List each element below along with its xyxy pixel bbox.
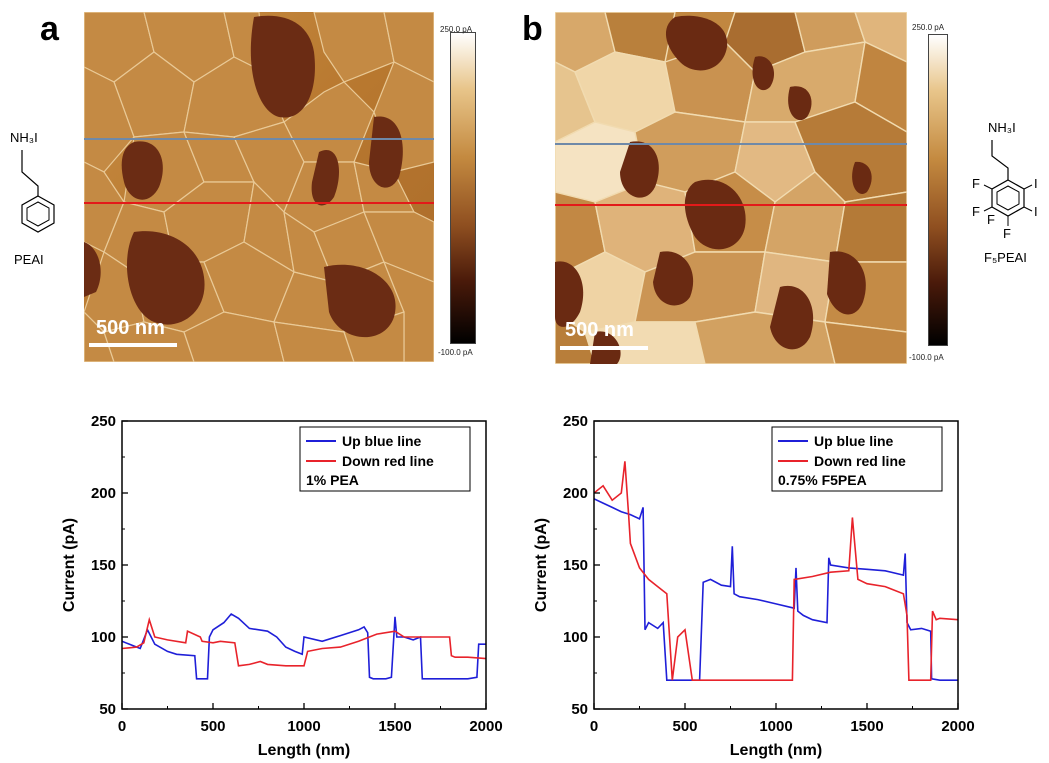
y-tick-label: 100 [563, 629, 588, 646]
y-tick-label: 200 [91, 485, 116, 502]
legend-box [299, 426, 471, 492]
scale-bar-a [89, 343, 177, 347]
y-tick-label: 50 [99, 701, 116, 718]
y-tick-label: 200 [563, 485, 588, 502]
x-tick-label: 500 [200, 718, 225, 735]
x-tick-label: 0 [590, 718, 598, 735]
y-tick-label: 150 [563, 557, 588, 574]
legend-annotation: 1% PEA [306, 472, 359, 488]
legend: Up blue line Down red line 1% PEA [299, 426, 471, 492]
scale-bar-b [560, 346, 648, 350]
y-tick-label: 100 [91, 629, 116, 646]
colorbar-a [450, 32, 476, 344]
current-profile-chart-a: 0 500 1000 1500 2000 50 100 150 200 250 Length (nm… [61, 413, 503, 759]
panel-label-a: a [40, 10, 59, 48]
legend-entry: Down red line [342, 453, 434, 469]
f5peai-name: F₅PEAI [984, 250, 1027, 265]
x-axis-label: Length (nm) [258, 742, 350, 759]
f5peai-f-atom-3: F [987, 212, 995, 227]
peai-structure [21, 150, 55, 233]
f5peai-i-atom-1: I [1034, 176, 1038, 191]
x-tick-label: 500 [672, 718, 697, 735]
y-axis-label: Current (pA) [61, 518, 78, 612]
peai-name: PEAI [14, 252, 44, 267]
series-line-down-red [121, 616, 487, 667]
series-line-up-blue [121, 612, 486, 680]
f5peai-i-atom-2: I [1034, 204, 1038, 219]
x-tick-label: 1000 [759, 718, 792, 735]
colorbar-a-max: 250.0 pA [440, 25, 473, 34]
peai-molecule: NH₃I PEAI [8, 130, 78, 290]
x-tick-label: 1500 [378, 718, 411, 735]
legend-entry: Down red line [814, 453, 906, 469]
f5peai-amine-group: NH₃I [988, 120, 1016, 135]
y-tick-label: 250 [563, 413, 588, 430]
x-tick-label: 1500 [850, 718, 883, 735]
panel-label-b: b [522, 10, 543, 48]
f5peai-molecule: NH₃I F F F F I I F₅PEAI [962, 118, 1048, 298]
f5peai-f-atom-4: F [1003, 226, 1011, 241]
series-line-up-blue [593, 498, 958, 682]
legend-entry: Up blue line [342, 433, 422, 449]
series-line-down-red [593, 461, 959, 682]
y-tick-label: 150 [91, 557, 116, 574]
afm-image-b: 500 nm [555, 12, 907, 364]
legend-annotation: 0.75% F5PEA [778, 472, 867, 488]
legend-entry: Up blue line [814, 433, 894, 449]
f5peai-f-atom-2: F [972, 204, 980, 219]
colorbar-b-max: 250.0 pA [912, 23, 945, 32]
x-tick-label: 2000 [941, 718, 974, 735]
current-profile-chart-b: 0 500 1000 1500 2000 50 100 150 200 250 Length (nm… [533, 413, 975, 759]
legend-box [771, 426, 943, 492]
legend: Up blue line Down red line 0.75% F5PEA [771, 426, 943, 492]
scale-bar-label-a: 500 nm [96, 317, 165, 339]
colorbar-a-min: -100.0 pA [438, 348, 473, 357]
x-tick-label: 1000 [287, 718, 320, 735]
y-tick-label: 250 [91, 413, 116, 430]
afm-image-a: 500 nm [84, 12, 434, 362]
y-tick-label: 50 [571, 701, 588, 718]
scale-bar-label-b: 500 nm [565, 319, 634, 341]
x-tick-label: 0 [118, 718, 126, 735]
x-tick-label: 2000 [469, 718, 502, 735]
y-axis-label: Current (pA) [533, 518, 550, 612]
x-axis-label: Length (nm) [730, 742, 822, 759]
peai-amine-group: NH₃I [10, 130, 38, 145]
f5peai-structure [983, 140, 1033, 226]
f5peai-f-atom-1: F [972, 176, 980, 191]
colorbar-b-min: -100.0 pA [909, 353, 944, 362]
colorbar-b [928, 34, 948, 346]
